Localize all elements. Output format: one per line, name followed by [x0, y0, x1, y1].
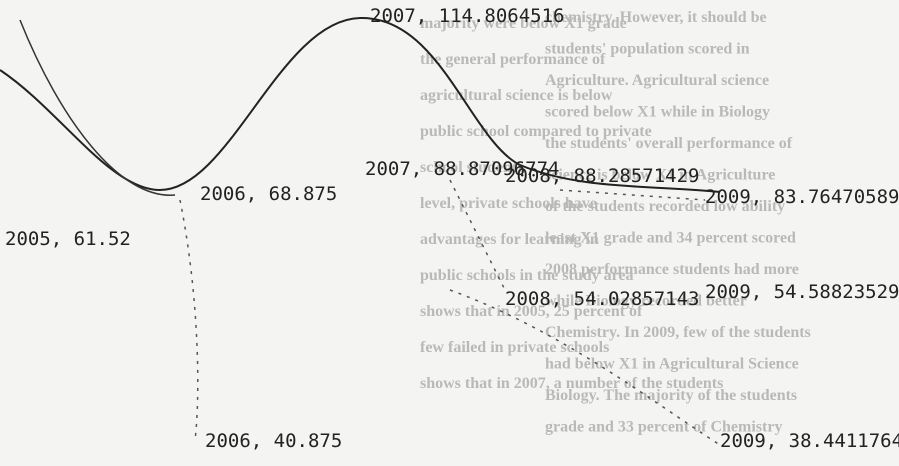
- point-label: 2006, 68.875: [200, 183, 337, 205]
- curve-secondary: [20, 20, 175, 195]
- background-line: shows that in 2007, a number of the stud…: [420, 375, 723, 392]
- background-line: had below X1 in Agricultural Science: [545, 356, 799, 373]
- point-label: 2005, 61.52: [5, 228, 131, 250]
- point-label: 2006, 40.875: [205, 430, 342, 452]
- point-label: 2008, 54.02857143: [505, 288, 699, 310]
- background-line: level, private schools have: [420, 195, 597, 212]
- plot: grade and 33 percent of ChemistryBiology…: [0, 0, 899, 466]
- background-line: advantages for learning in: [420, 231, 599, 248]
- background-line: agricultural science is below: [420, 87, 613, 104]
- background-line: public school compared to private: [420, 123, 652, 140]
- background-line: scored below X1 while in Biology: [545, 104, 770, 121]
- point-label: 2009, 83.76470589: [705, 186, 899, 208]
- point-label: 2008, 88.28571429: [505, 165, 699, 187]
- background-line: public schools in the study area: [420, 267, 634, 284]
- page: grade and 33 percent of ChemistryBiology…: [0, 0, 899, 466]
- curve-dotted: [180, 200, 198, 440]
- point-label: 2009, 54.58823529: [705, 281, 899, 303]
- point-label: 2009, 38.44117647: [720, 430, 899, 452]
- point-label: 2007, 114.8064516: [370, 5, 564, 27]
- background-line: the general performance of: [420, 51, 606, 68]
